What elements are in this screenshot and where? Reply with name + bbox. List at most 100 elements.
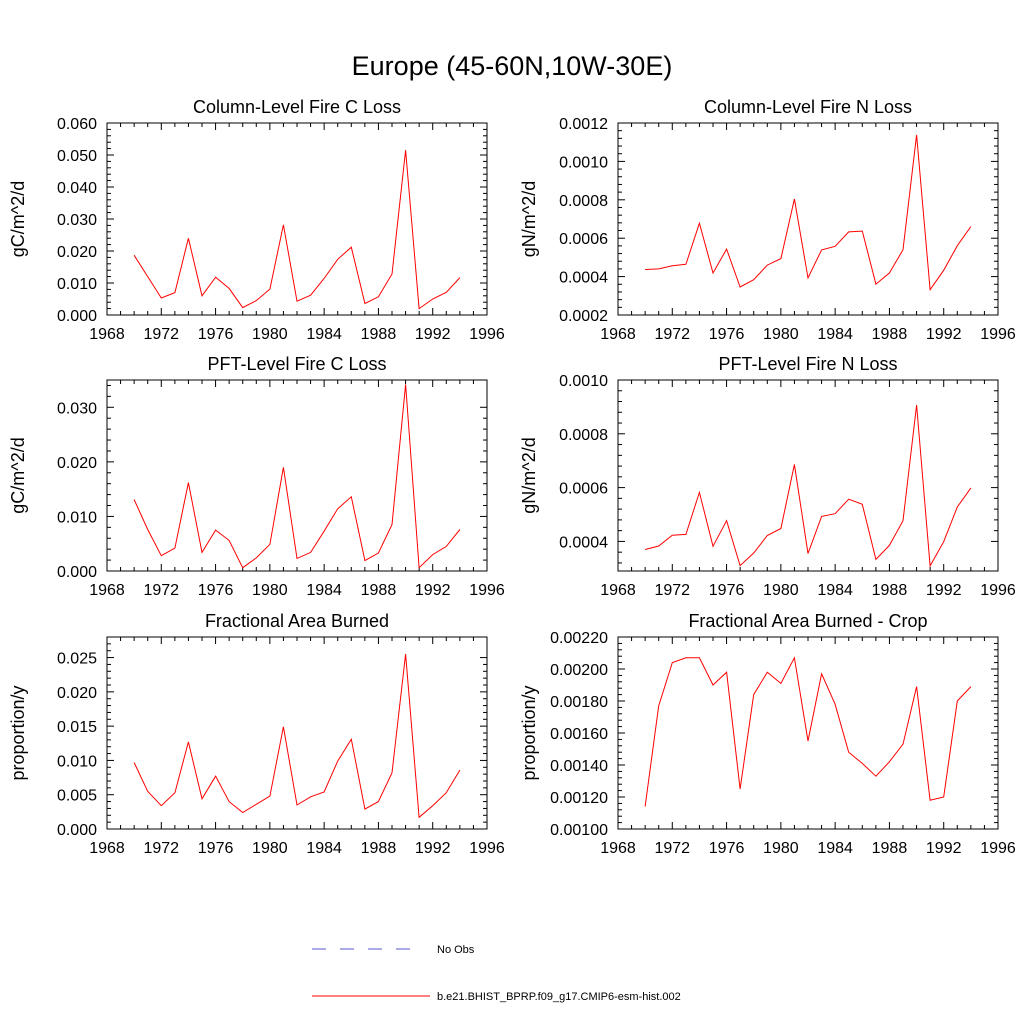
x-tick-label: 1980 <box>763 840 799 857</box>
y-tick-label: 0.00140 <box>550 758 608 775</box>
y-tick-label: 0.020 <box>57 455 97 472</box>
y-tick-label: 0.0008 <box>559 193 608 210</box>
x-tick-label: 1976 <box>198 582 234 599</box>
y-tick-label: 0.0002 <box>559 308 608 325</box>
y-tick-label: 0.000 <box>57 308 97 325</box>
y-tick-label: 0.025 <box>57 651 97 668</box>
y-tick-label: 0.00100 <box>550 822 608 839</box>
y-tick-label: 0.0004 <box>559 270 608 287</box>
plot-frame <box>617 379 999 572</box>
x-tick-label: 1968 <box>89 326 125 343</box>
y-tick-label: 0.060 <box>57 116 97 133</box>
y-tick-label: 0.0010 <box>559 373 608 390</box>
y-tick-label: 0.030 <box>57 212 97 229</box>
x-tick-label: 1996 <box>980 582 1016 599</box>
x-tick-label: 1980 <box>763 582 799 599</box>
y-axis-label: gN/m^2/d <box>519 181 539 257</box>
y-tick-label: 0.0010 <box>559 154 608 171</box>
x-tick-label: 1968 <box>89 840 125 857</box>
figure-title: Europe (45-60N,10W-30E) <box>352 51 673 81</box>
series-line <box>133 150 461 310</box>
x-tick-label: 1980 <box>252 326 288 343</box>
x-tick-label: 1988 <box>872 582 908 599</box>
series-line <box>645 134 972 292</box>
y-tick-label: 0.0004 <box>559 534 608 551</box>
chart-panel-2: Column-Level Fire N Loss gN/m^2/d 1968 1972… <box>519 97 1016 343</box>
y-tick-label: 0.00180 <box>550 694 608 711</box>
x-tick-label: 1976 <box>198 840 234 857</box>
x-tick-label: 1972 <box>654 840 690 857</box>
y-tick-label: 0.00200 <box>550 662 608 679</box>
x-tick-label: 1984 <box>817 326 853 343</box>
y-axis-label: gN/m^2/d <box>519 437 539 513</box>
y-tick-label: 0.010 <box>57 753 97 770</box>
y-tick-label: 0.030 <box>57 400 97 417</box>
x-tick-label: 1976 <box>709 326 745 343</box>
panel-title: PFT-Level Fire N Loss <box>718 354 897 374</box>
y-tick-label: 0.010 <box>57 509 97 526</box>
y-tick-label: 0.00160 <box>550 726 608 743</box>
y-tick-label: 0.005 <box>57 788 97 805</box>
x-tick-label: 1972 <box>143 582 179 599</box>
y-tick-label: 0.020 <box>57 685 97 702</box>
plot-frame <box>106 379 488 572</box>
chart-panel-4: PFT-Level Fire N Loss gN/m^2/d 1968 1972 197… <box>519 354 1016 599</box>
x-tick-label: 1992 <box>926 582 962 599</box>
y-tick-label: 0.010 <box>57 276 97 293</box>
x-tick-label: 1972 <box>654 582 690 599</box>
legend-model-label: b.e21.BHIST_BPRP.f09_g17.CMIP6-esm-hist.… <box>437 991 681 1003</box>
x-tick-label: 1992 <box>415 582 451 599</box>
panel-title: Fractional Area Burned <box>205 611 389 631</box>
x-tick-label: 1984 <box>306 582 342 599</box>
series-line <box>644 656 972 807</box>
x-tick-label: 1976 <box>198 326 234 343</box>
chart-panel-3: PFT-Level Fire C Loss gC/m^2/d 1968 1972 197… <box>8 354 505 599</box>
x-tick-label: 1992 <box>415 326 451 343</box>
x-tick-label: 1968 <box>89 582 125 599</box>
x-tick-label: 1984 <box>306 840 342 857</box>
y-tick-label: 0.000 <box>57 822 97 839</box>
plot-frame <box>617 122 999 316</box>
y-axis-label: proportion/y <box>8 685 28 780</box>
chart-panels: Column-Level Fire C Loss gC/m^2/d 1968 1972… <box>8 97 1016 857</box>
x-tick-label: 1972 <box>654 326 690 343</box>
y-axis-label: proportion/y <box>519 685 539 780</box>
x-tick-label: 1988 <box>361 582 397 599</box>
y-tick-label: 0.000 <box>57 564 97 581</box>
plot-frame <box>106 636 488 830</box>
y-tick-label: 0.00220 <box>550 630 608 647</box>
x-tick-label: 1968 <box>600 582 636 599</box>
x-tick-label: 1980 <box>252 582 288 599</box>
x-tick-label: 1996 <box>980 326 1016 343</box>
series-line <box>133 654 461 819</box>
series-line <box>644 404 972 568</box>
x-tick-label: 1968 <box>600 326 636 343</box>
x-tick-label: 1996 <box>980 840 1016 857</box>
panel-title: Column-Level Fire N Loss <box>704 97 912 117</box>
y-tick-label: 0.050 <box>57 148 97 165</box>
panel-title: PFT-Level Fire C Loss <box>207 354 386 374</box>
x-tick-label: 1988 <box>872 840 908 857</box>
x-tick-label: 1972 <box>143 326 179 343</box>
x-tick-label: 1988 <box>872 326 908 343</box>
x-tick-label: 1996 <box>469 326 505 343</box>
legend-obs-label: No Obs <box>437 944 475 956</box>
x-tick-label: 1988 <box>361 326 397 343</box>
x-tick-label: 1980 <box>252 840 288 857</box>
x-tick-label: 1980 <box>763 326 799 343</box>
y-tick-label: 0.040 <box>57 180 97 197</box>
x-tick-label: 1996 <box>469 582 505 599</box>
y-tick-label: 0.015 <box>57 719 97 736</box>
x-tick-label: 1968 <box>600 840 636 857</box>
y-tick-label: 0.0012 <box>559 116 608 133</box>
y-axis-label: gC/m^2/d <box>8 437 28 513</box>
y-tick-label: 0.0006 <box>559 231 608 248</box>
legend: No Obs b.e21.BHIST_BPRP.f09_g17.CMIP6-es… <box>312 944 681 1003</box>
x-tick-label: 1984 <box>817 582 853 599</box>
plot-frame <box>617 636 999 830</box>
y-tick-label: 0.0006 <box>559 481 608 498</box>
x-tick-label: 1988 <box>361 840 397 857</box>
panel-title: Fractional Area Burned - Crop <box>688 611 927 631</box>
x-tick-label: 1976 <box>709 840 745 857</box>
